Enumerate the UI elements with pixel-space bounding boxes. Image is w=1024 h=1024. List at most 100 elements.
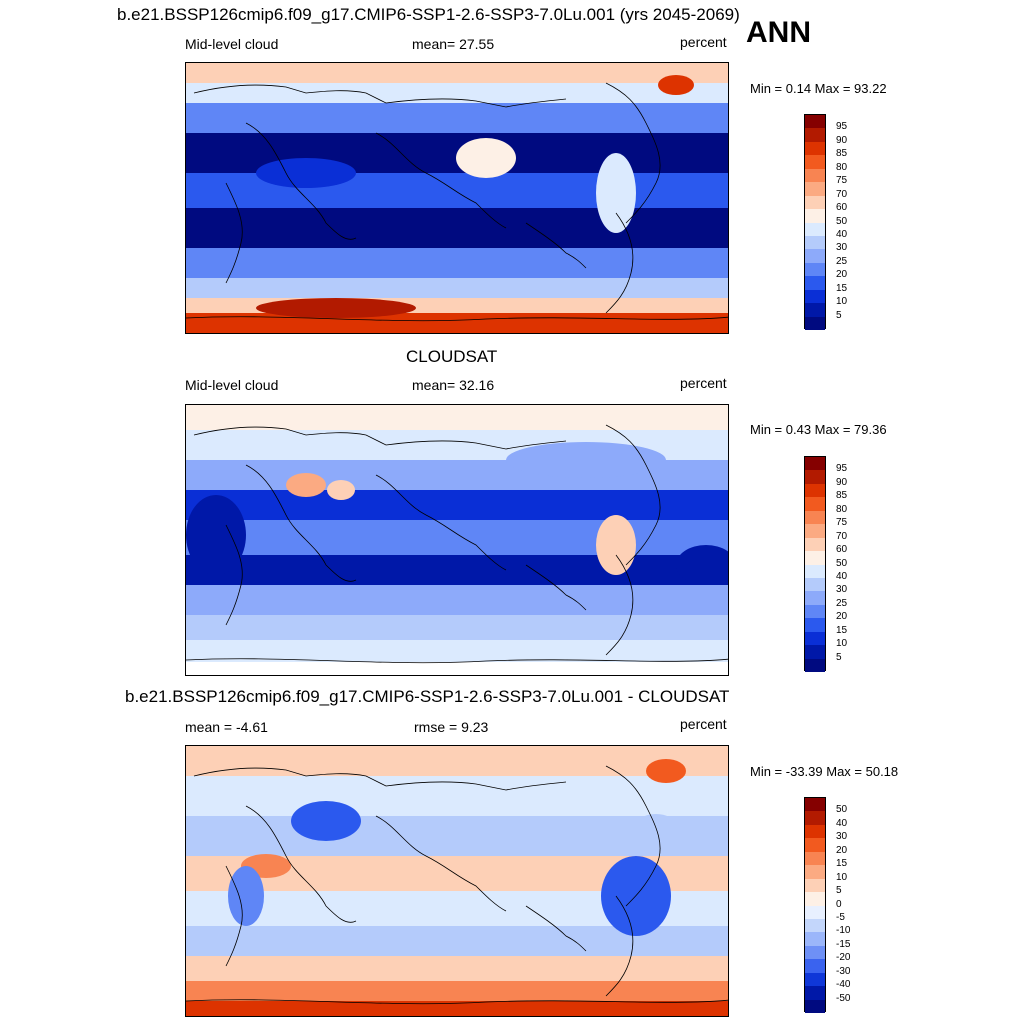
- colorbar-swatch: [805, 209, 825, 223]
- colorbar-swatch: [805, 483, 825, 498]
- colorbar-tick-label: 10: [836, 638, 848, 650]
- colorbar-swatch: [805, 918, 825, 933]
- panel-1-map-svg: [186, 63, 728, 333]
- colorbar-swatch: [805, 115, 825, 129]
- colorbar-swatch: [805, 249, 825, 263]
- season-label: ANN: [746, 16, 811, 49]
- panel-2-variable: Mid-level cloud: [185, 377, 279, 393]
- colorbar-tick-label: 20: [836, 269, 848, 281]
- panel-2-mean: mean= 32.16: [412, 377, 495, 393]
- colorbar-tick-label: -30: [836, 965, 851, 977]
- colorbar-swatch: [805, 851, 825, 866]
- panel-2-units: percent: [680, 375, 727, 391]
- colorbar-swatch: [805, 959, 825, 973]
- colorbar-swatch: [805, 551, 825, 565]
- colorbar-tick-label: 40: [836, 570, 848, 582]
- colorbar-swatch: [805, 618, 825, 632]
- panel-2-colorbar: [804, 456, 826, 672]
- colorbar-tick-label: 15: [836, 282, 848, 294]
- colorbar-swatch: [805, 945, 825, 960]
- colorbar-swatch: [805, 524, 825, 538]
- panel-1-minmax: Min = 0.14 Max = 93.22: [750, 81, 887, 96]
- colorbar-swatch: [805, 798, 825, 812]
- colorbar-tick-label: 80: [836, 161, 848, 173]
- panel-3-mean: mean = -4.61: [185, 719, 268, 735]
- panel-3-rmse: rmse = 9.23: [414, 719, 489, 735]
- colorbar-swatch: [805, 865, 825, 879]
- colorbar-swatch: [805, 510, 825, 525]
- colorbar-swatch: [805, 824, 825, 839]
- colorbar-swatch: [805, 838, 825, 852]
- colorbar-swatch: [805, 289, 825, 304]
- colorbar-swatch: [805, 168, 825, 183]
- colorbar-swatch: [805, 497, 825, 511]
- colorbar-swatch: [805, 470, 825, 484]
- colorbar-tick-label: 75: [836, 517, 848, 529]
- panel-2-map-svg: [186, 405, 728, 675]
- colorbar-tick-label: 5: [836, 885, 842, 897]
- panel-1-map: [185, 62, 729, 334]
- colorbar-tick-label: 20: [836, 844, 848, 856]
- colorbar-tick-label: 50: [836, 804, 848, 816]
- colorbar-swatch: [805, 276, 825, 290]
- colorbar-tick-label: 10: [836, 296, 848, 308]
- colorbar-tick-label: 20: [836, 611, 848, 623]
- panel-3-units: percent: [680, 716, 727, 732]
- colorbar-swatch: [805, 591, 825, 605]
- colorbar-swatch: [805, 235, 825, 250]
- colorbar-swatch: [805, 905, 825, 919]
- colorbar-tick-label: 95: [836, 121, 848, 133]
- colorbar-tick-label: 40: [836, 817, 848, 829]
- colorbar-tick-label: 5: [836, 309, 842, 321]
- colorbar-tick-label: -40: [836, 979, 851, 991]
- panel-3-map-svg: [186, 746, 728, 1016]
- colorbar-swatch: [805, 577, 825, 592]
- panel-1-title: b.e21.BSSP126cmip6.f09_g17.CMIP6-SSP1-2.…: [117, 5, 740, 24]
- colorbar-swatch: [805, 564, 825, 578]
- colorbar-swatch: [805, 811, 825, 825]
- panel-3-colorbar: [804, 797, 826, 1013]
- colorbar-swatch: [805, 972, 825, 987]
- colorbar-swatch: [805, 658, 825, 672]
- panel-3-minmax: Min = -33.39 Max = 50.18: [750, 764, 899, 779]
- colorbar-tick-label: 25: [836, 597, 848, 609]
- colorbar-tick-label: 40: [836, 228, 848, 240]
- colorbar-swatch: [805, 128, 825, 142]
- colorbar-tick-label: 25: [836, 255, 848, 267]
- colorbar-tick-label: -15: [836, 938, 851, 950]
- colorbar-tick-label: -50: [836, 992, 851, 1004]
- colorbar-tick-label: 60: [836, 544, 848, 556]
- panel-3-title: b.e21.BSSP126cmip6.f09_g17.CMIP6-SSP1-2.…: [125, 687, 730, 706]
- colorbar-tick-label: 0: [836, 898, 842, 910]
- colorbar-tick-label: -10: [836, 925, 851, 937]
- colorbar-tick-label: 90: [836, 476, 848, 488]
- colorbar-tick-label: 80: [836, 503, 848, 515]
- panel-1-mean: mean= 27.55: [412, 36, 495, 52]
- colorbar-swatch: [805, 141, 825, 156]
- colorbar-swatch: [805, 537, 825, 552]
- colorbar-tick-label: 50: [836, 215, 848, 227]
- panel-2-title: CLOUDSAT: [406, 347, 498, 366]
- colorbar-tick-label: 90: [836, 134, 848, 146]
- colorbar-swatch: [805, 892, 825, 906]
- colorbar-swatch: [805, 316, 825, 330]
- colorbar-swatch: [805, 262, 825, 277]
- colorbar-tick-label: 85: [836, 148, 848, 160]
- panel-1-variable: Mid-level cloud: [185, 36, 279, 52]
- colorbar-swatch: [805, 195, 825, 210]
- colorbar-swatch: [805, 604, 825, 619]
- colorbar-swatch: [805, 457, 825, 471]
- colorbar-tick-label: 15: [836, 624, 848, 636]
- colorbar-tick-label: -5: [836, 911, 845, 923]
- colorbar-tick-label: 15: [836, 858, 848, 870]
- colorbar-tick-label: 85: [836, 490, 848, 502]
- colorbar-swatch: [805, 155, 825, 169]
- colorbar-tick-label: 30: [836, 584, 848, 596]
- colorbar-tick-label: 5: [836, 651, 842, 663]
- colorbar-tick-label: -20: [836, 952, 851, 964]
- colorbar-tick-label: 10: [836, 871, 848, 883]
- panel-3-map: [185, 745, 729, 1017]
- colorbar-swatch: [805, 999, 825, 1013]
- panel-1-units: percent: [680, 34, 727, 50]
- colorbar-tick-label: 60: [836, 202, 848, 214]
